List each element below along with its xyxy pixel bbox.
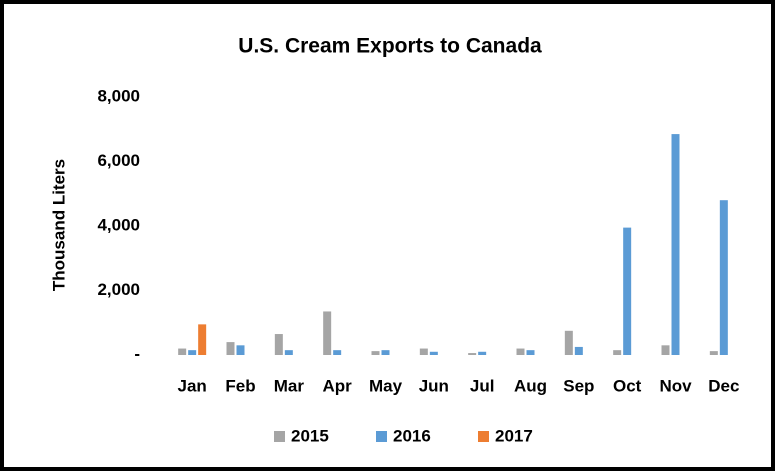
bar [323, 311, 332, 355]
bar [429, 351, 438, 355]
bar [274, 334, 283, 355]
legend-label: 2016 [393, 426, 431, 445]
bar [709, 351, 718, 355]
legend-swatch [376, 431, 387, 442]
y-tick-label: 8,000 [97, 86, 140, 105]
bar [526, 350, 535, 355]
legend-swatch [478, 431, 489, 442]
x-tick-label: Dec [708, 376, 739, 395]
x-tick-label: Aug [514, 376, 547, 395]
bar [419, 348, 428, 355]
bar [381, 350, 390, 355]
bar [478, 351, 487, 355]
bar [284, 350, 293, 355]
x-tick-label: Mar [274, 376, 305, 395]
legend-label: 2017 [495, 426, 533, 445]
bar [671, 134, 680, 355]
x-tick-label: Nov [659, 376, 692, 395]
y-tick-label: 6,000 [97, 151, 140, 170]
x-tick-label: Jan [178, 376, 207, 395]
x-tick-label: Jun [419, 376, 449, 395]
bar [719, 200, 728, 355]
bar [564, 330, 573, 355]
bar [661, 345, 670, 355]
x-tick-label: Apr [323, 376, 353, 395]
bar [613, 350, 622, 355]
y-tick-label: 4,000 [97, 215, 140, 234]
bar [468, 353, 477, 355]
bar [516, 348, 525, 355]
legend-swatch [274, 431, 285, 442]
y-axis-label: Thousand Liters [49, 159, 68, 291]
x-tick-label: Jul [470, 376, 495, 395]
x-tick-label: Feb [225, 376, 255, 395]
bar [236, 345, 245, 355]
bar [574, 346, 583, 355]
bar [188, 350, 197, 355]
y-tick-label: - [134, 344, 140, 363]
y-tick-label: 2,000 [97, 280, 140, 299]
bar [226, 342, 235, 355]
legend-label: 2015 [291, 426, 329, 445]
x-tick-label: Sep [563, 376, 594, 395]
x-tick-label: Oct [613, 376, 642, 395]
bar [371, 351, 380, 355]
bar [333, 350, 342, 355]
bar [178, 348, 187, 355]
bar [198, 324, 207, 355]
chart-title: U.S. Cream Exports to Canada [238, 35, 542, 58]
bar [623, 227, 632, 355]
x-tick-label: May [369, 376, 403, 395]
